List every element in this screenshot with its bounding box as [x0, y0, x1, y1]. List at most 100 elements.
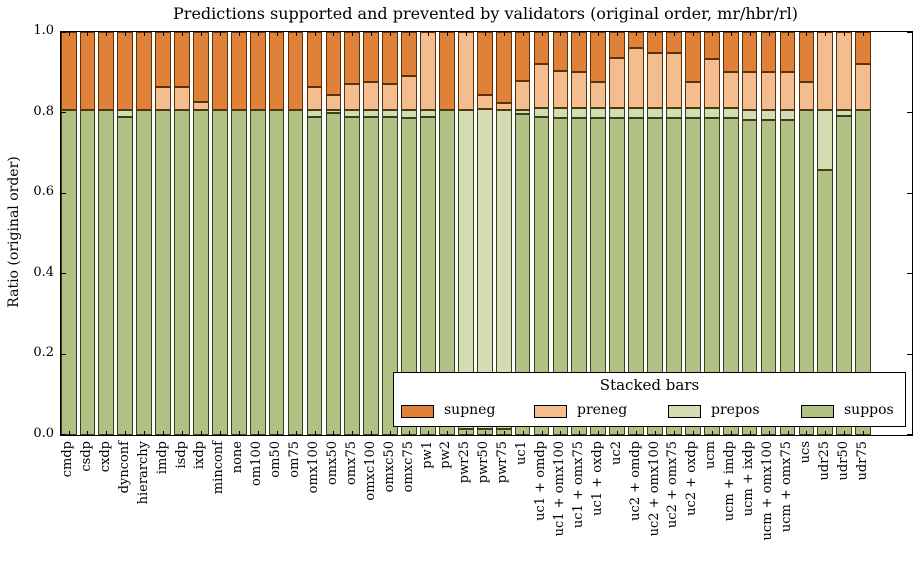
bar-segment-prepos — [457, 110, 474, 429]
bar-segment-preneg — [306, 87, 323, 111]
bar-segment-prepos — [628, 107, 644, 118]
x-tick-mark — [144, 431, 146, 435]
x-tick-mark — [409, 32, 411, 36]
legend-label-preneg: preneg — [577, 402, 628, 418]
x-tick-label: pw2 — [438, 441, 454, 469]
bar-segment-prepos — [817, 110, 834, 170]
bar-segment-suppos — [117, 116, 134, 435]
bar-segment-supneg — [760, 32, 777, 73]
bar-segment-prepos — [571, 107, 588, 118]
bar-segment-preneg — [817, 32, 834, 111]
bar-segment-suppos — [647, 117, 663, 435]
bar-segment-preneg — [836, 32, 853, 110]
x-tick-mark — [825, 431, 827, 435]
x-tick-label: om50 — [268, 441, 284, 478]
x-tick-mark — [409, 431, 411, 435]
x-tick-mark — [295, 32, 297, 36]
x-tick-mark — [541, 431, 543, 435]
x-tick-mark — [200, 32, 202, 36]
x-tick-mark — [106, 431, 108, 435]
y-tick-mark — [907, 112, 912, 114]
bar-segment-prepos — [420, 110, 436, 117]
bar-segment-suppos — [193, 110, 209, 435]
legend-label-prepos: prepos — [711, 402, 760, 418]
bar-segment-supneg — [703, 32, 720, 60]
bar-segment-preneg — [685, 82, 701, 108]
bar-segment-prepos — [741, 110, 758, 121]
bar-segment-suppos — [363, 117, 380, 435]
x-tick-mark — [863, 431, 865, 435]
bar-segment-supneg — [514, 32, 531, 82]
bar-segment-preneg — [401, 76, 417, 111]
bar-segment-preneg — [647, 52, 663, 108]
bar-segment-preneg — [703, 59, 720, 108]
x-tick-mark — [428, 32, 429, 36]
bar-segment-suppos — [401, 117, 417, 435]
bar-segment-prepos — [590, 107, 607, 118]
bar-segment-preneg — [609, 57, 626, 108]
x-tick-mark — [352, 32, 354, 36]
y-tick-mark — [61, 112, 66, 114]
y-tick-mark — [907, 434, 912, 435]
y-tick-label: 0.2 — [33, 345, 54, 361]
x-tick-mark — [787, 32, 789, 36]
x-tick-mark — [730, 32, 732, 36]
x-tick-mark — [371, 431, 373, 435]
x-tick-mark — [522, 32, 524, 36]
x-tick-mark — [768, 431, 770, 435]
bar-segment-prepos — [476, 109, 493, 429]
bar-segment-preneg — [344, 84, 361, 111]
y-tick-mark — [907, 273, 912, 275]
y-tick-mark — [907, 353, 912, 355]
legend-label-supneg: supneg — [444, 402, 496, 418]
x-tick-label: isdp — [173, 441, 189, 469]
bar-segment-suppos — [230, 110, 247, 435]
x-tick-label: ucs — [797, 441, 813, 464]
bar-segment-preneg — [155, 87, 171, 111]
bar-segment-supneg — [249, 32, 266, 111]
x-tick-label: none — [230, 441, 246, 474]
x-tick-mark — [711, 431, 713, 435]
bar-segment-preneg — [628, 48, 644, 108]
y-tick-mark — [61, 192, 66, 194]
x-tick-label: udr25 — [816, 441, 832, 481]
bar-segment-prepos — [495, 110, 512, 429]
bar-segment-supneg — [590, 32, 607, 82]
x-tick-label: uc2 + omdp — [627, 441, 643, 521]
x-tick-label: csdp — [78, 441, 94, 472]
bar-segment-supneg — [117, 32, 134, 111]
x-tick-mark — [182, 32, 183, 36]
x-tick-label: uc2 + omx75 — [665, 441, 681, 529]
legend-label-suppos: suppos — [844, 402, 894, 418]
bar-segment-suppos — [760, 120, 777, 435]
x-tick-mark — [295, 431, 297, 435]
x-tick-mark — [579, 431, 581, 435]
legend-swatch-prepos — [668, 405, 701, 418]
bar-segment-prepos — [344, 110, 361, 118]
bar-segment-preneg — [457, 32, 474, 111]
x-tick-mark — [655, 431, 656, 435]
y-tick-mark — [907, 192, 912, 194]
x-tick-mark — [673, 431, 675, 435]
bar-segment-supneg — [136, 32, 153, 111]
x-tick-mark — [87, 32, 89, 36]
x-tick-mark — [541, 32, 543, 36]
x-tick-mark — [692, 32, 694, 36]
bar-segment-suppos — [98, 110, 115, 435]
x-tick-label: uc1 + omx75 — [570, 441, 586, 529]
bar-segment-supneg — [174, 32, 190, 88]
bar-segment-suppos — [382, 117, 398, 435]
bar-segment-preneg — [495, 102, 512, 111]
x-tick-mark — [276, 431, 278, 435]
x-tick-label: cmdp — [60, 441, 75, 478]
bar-segment-preneg — [552, 71, 569, 108]
x-tick-mark — [371, 32, 373, 36]
bar-segment-preneg — [760, 72, 777, 111]
bar-segment-preneg — [174, 87, 190, 111]
bar-segment-prepos — [760, 110, 777, 121]
x-tick-mark — [692, 431, 694, 435]
bar-segment-supneg — [344, 32, 361, 85]
x-tick-label: pwr50 — [476, 441, 492, 484]
x-tick-label: pwr75 — [495, 441, 511, 484]
bar-segment-supneg — [61, 32, 77, 111]
